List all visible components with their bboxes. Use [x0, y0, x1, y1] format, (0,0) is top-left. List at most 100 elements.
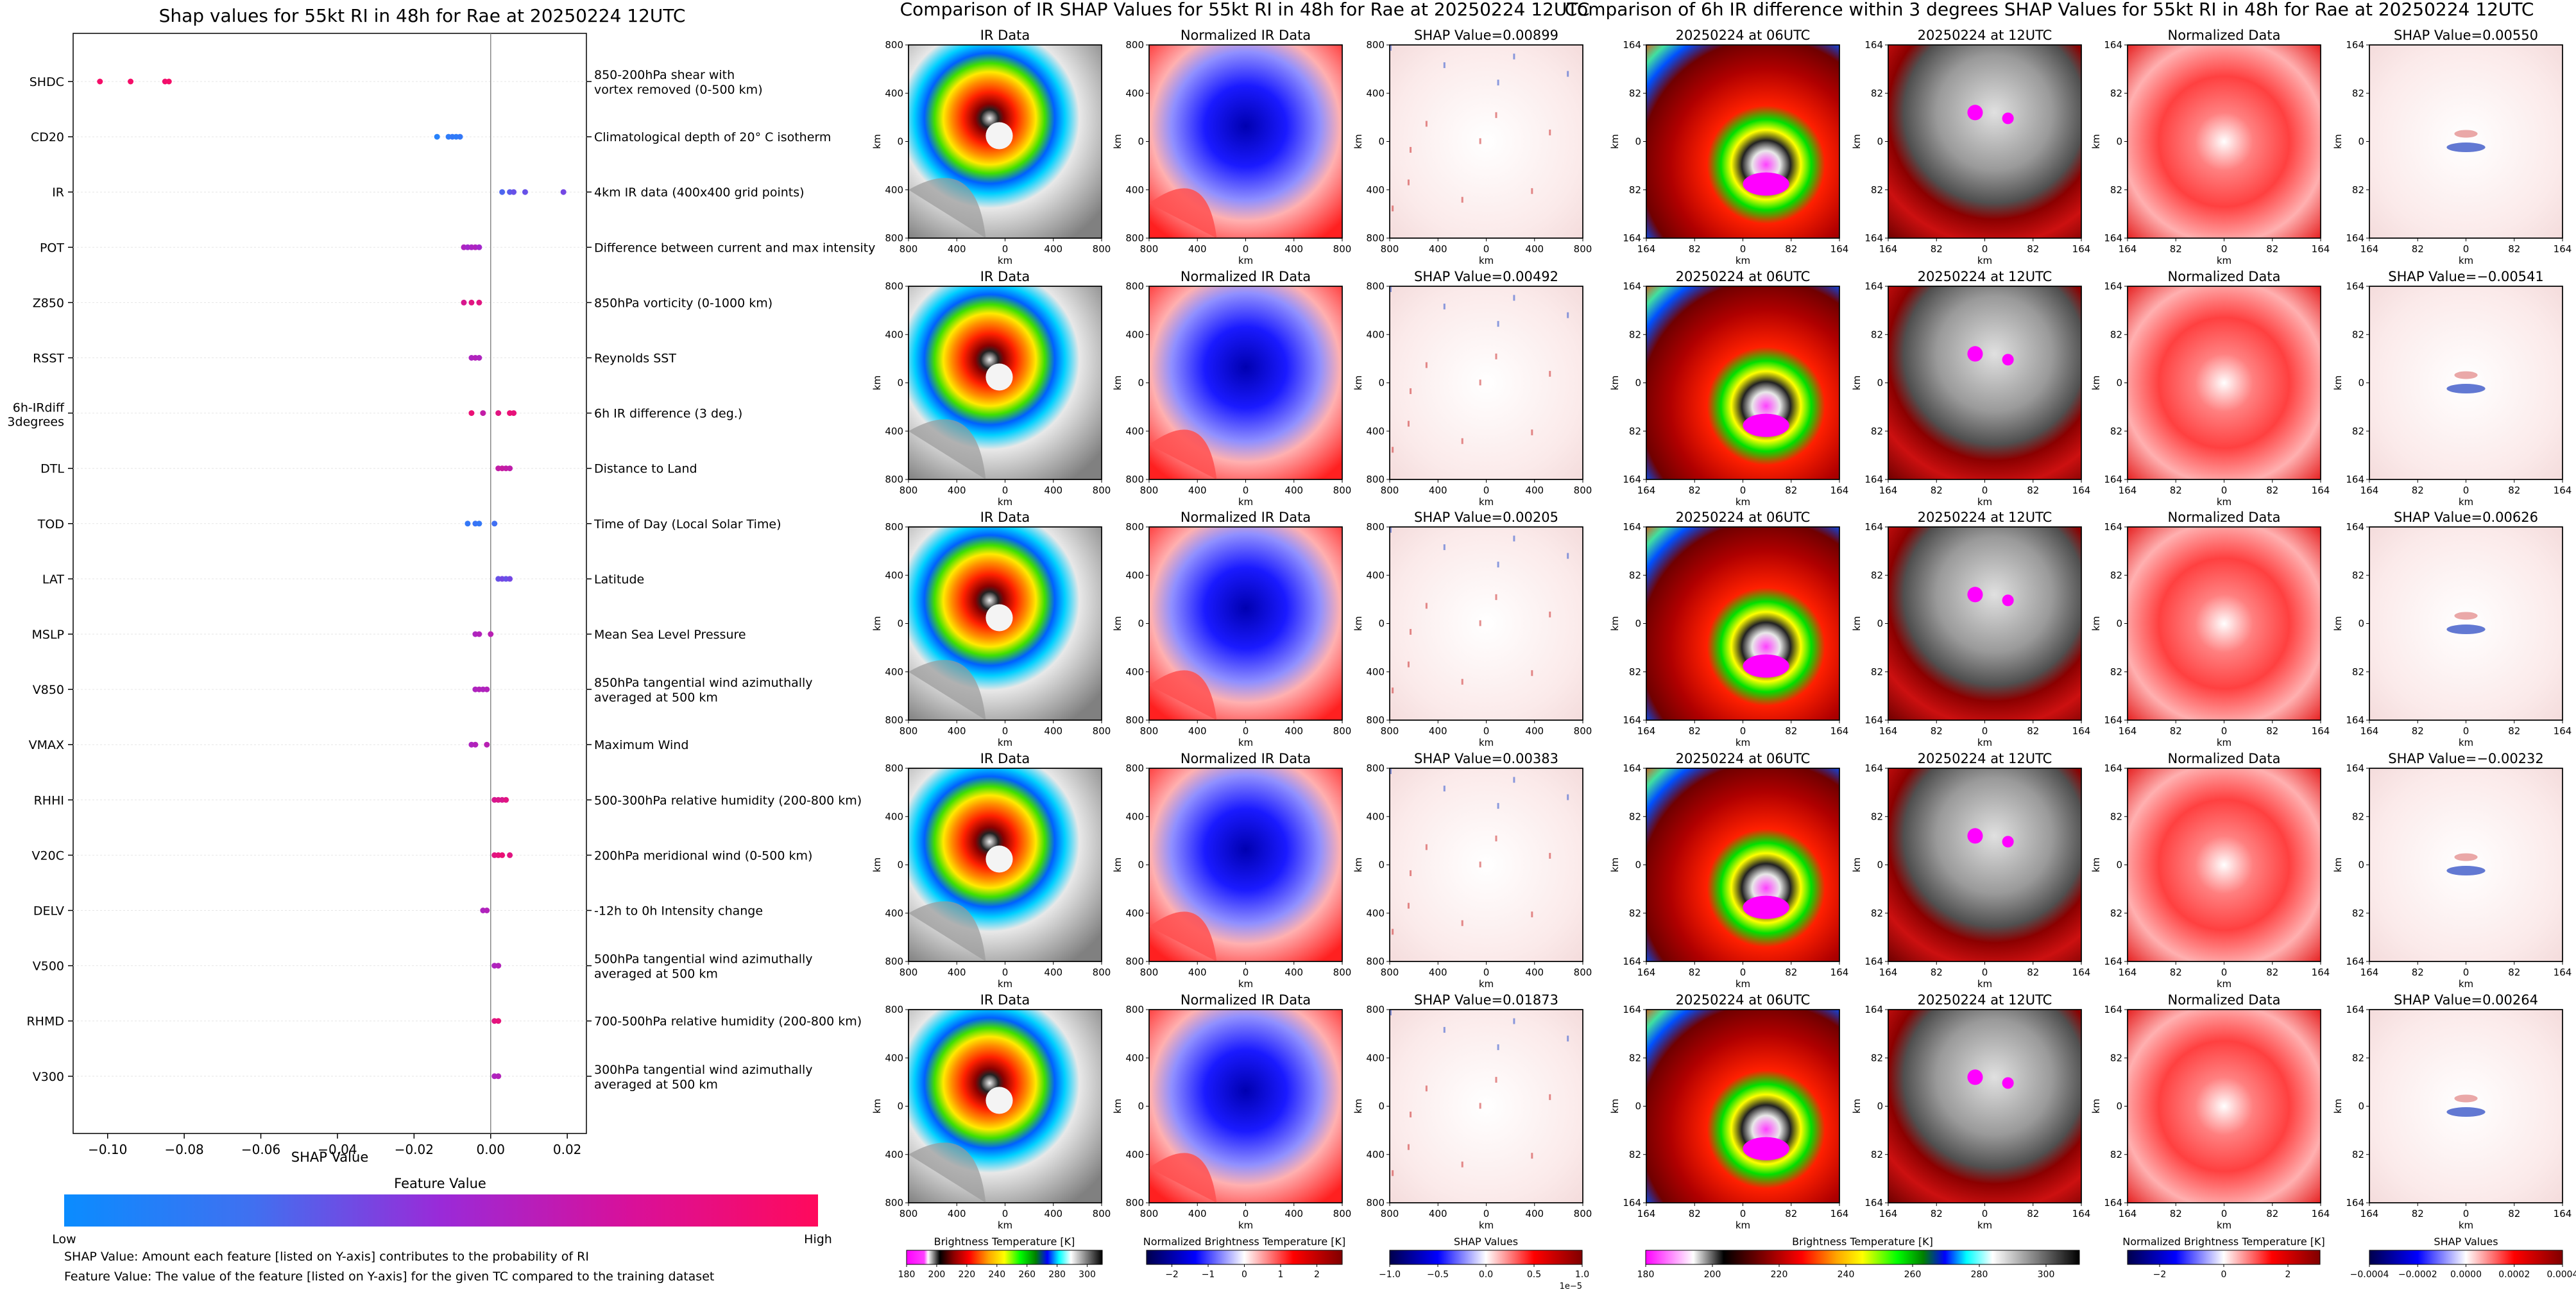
shap-speckle — [1462, 1162, 1463, 1167]
x-tick-label: 164 — [2554, 725, 2572, 737]
y-tick-label: 0 — [1635, 859, 1641, 871]
x-tick-label: 800 — [1333, 725, 1352, 737]
colorbar-tick-label: 2 — [1314, 1270, 1320, 1280]
x-tick-label: 82 — [2170, 243, 2182, 255]
x-tick-label: 0 — [1243, 725, 1249, 737]
x-axis-label: km — [2217, 255, 2231, 266]
y-tick-label: 400 — [885, 811, 903, 822]
y-tick-label: 82 — [2352, 426, 2364, 437]
panel-title: Normalized Data — [2168, 751, 2281, 766]
y-axis-label: km — [1851, 857, 1863, 872]
colorbar-tick-label: −0.5 — [1427, 1270, 1449, 1280]
y-tick-label: 164 — [2104, 474, 2122, 485]
x-tick-label: 400 — [1525, 725, 1544, 737]
y-tick-label: 0 — [2358, 377, 2364, 389]
heatmap-image — [1888, 45, 2081, 238]
x-tick-label: 400 — [1188, 725, 1207, 737]
y-tick-label: 400 — [885, 426, 903, 437]
y-tick-label: 82 — [1871, 329, 1883, 340]
x-tick-label: 800 — [1333, 1208, 1352, 1219]
feature-name: 6h-IRdiff — [13, 401, 65, 415]
shap-speckle — [1410, 870, 1412, 876]
shap-speckle — [1408, 662, 1410, 668]
y-tick-label: 400 — [1125, 87, 1144, 99]
feature-name: LAT — [42, 573, 65, 587]
shap-point — [434, 134, 440, 140]
shap-speckle — [1480, 379, 1481, 385]
x-tick-label: 164 — [1879, 1208, 1898, 1219]
y-tick-label: 0 — [897, 136, 903, 148]
y-tick-label: 82 — [1871, 666, 1883, 678]
y-tick-label: 400 — [1366, 426, 1385, 437]
y-tick-label: 164 — [2346, 521, 2364, 533]
x-tick-label: 800 — [900, 485, 918, 496]
colorbar — [1147, 1250, 1342, 1264]
x-tick-label: 0 — [1982, 967, 1988, 978]
shap-speckle — [1462, 920, 1463, 926]
y-tick-label: 164 — [1864, 474, 1883, 485]
shap-speckle — [1513, 54, 1515, 60]
y-tick-label: 0 — [1378, 377, 1385, 389]
feature-name: RHMD — [26, 1015, 64, 1029]
y-tick-label: 82 — [1871, 811, 1883, 822]
x-tick-label: 800 — [1333, 485, 1352, 496]
colorbar-tick-label: 2 — [2285, 1270, 2291, 1280]
x-tick-label: 82 — [1689, 485, 1701, 496]
panel-title: SHAP Value=0.00383 — [1414, 751, 1558, 766]
panel-title: SHAP Value=0.00205 — [1414, 510, 1558, 525]
shap-point — [488, 632, 493, 637]
x-axis-label: km — [2217, 978, 2231, 990]
x-tick-label: 400 — [1284, 485, 1303, 496]
y-tick-label: 0 — [1877, 1101, 1883, 1112]
y-tick-label: 400 — [1366, 1052, 1385, 1064]
x-tick-label: 82 — [2508, 243, 2520, 255]
x-tick-label: 164 — [1637, 485, 1656, 496]
panel-title: Normalized Data — [2168, 510, 2281, 525]
x-tick-label: 400 — [1284, 243, 1303, 255]
shap-speckle — [1549, 130, 1551, 135]
y-tick-label: 0 — [1138, 1101, 1144, 1112]
y-tick-label: 0 — [1635, 136, 1641, 148]
x-tick-label: 164 — [2072, 485, 2091, 496]
heatmap-image — [2369, 1010, 2563, 1203]
shap-point — [468, 410, 474, 416]
colorbar-tick-label: 0.0 — [1479, 1270, 1493, 1280]
y-tick-label: 164 — [2104, 280, 2122, 292]
y-tick-label: 164 — [1864, 956, 1883, 967]
x-tick-label: 82 — [1689, 967, 1701, 978]
y-tick-label: 400 — [885, 1149, 903, 1160]
feature-description: 850hPa vorticity (0-1000 km) — [594, 296, 772, 310]
x-axis-label: km — [1479, 255, 1494, 266]
y-tick-label: 400 — [885, 569, 903, 581]
x-tick-label: 800 — [1381, 967, 1399, 978]
x-tick-label: 164 — [1830, 967, 1849, 978]
x-tick-label: 400 — [1284, 725, 1303, 737]
x-tick-label: 0 — [1740, 725, 1746, 737]
y-axis-label: km — [2090, 375, 2102, 390]
x-axis-label: km — [998, 255, 1012, 266]
colorbar-tick-label: 220 — [1771, 1270, 1788, 1280]
x-tick-label: −0.02 — [395, 1142, 434, 1157]
y-tick-label: 400 — [1366, 569, 1385, 581]
6h-ir-difference-panel: Comparison of 6h IR difference within 3 … — [1565, 0, 2576, 1280]
x-tick-label: 0 — [2463, 243, 2469, 255]
colorbar-label: Normalized Brightness Temperature [K] — [2122, 1236, 2325, 1248]
panel-title: SHAP Value=0.00626 — [2394, 510, 2538, 525]
shap-speckle — [1495, 1077, 1497, 1083]
y-tick-label: 800 — [1366, 762, 1385, 774]
feature-description: 4km IR data (400x400 grid points) — [594, 185, 805, 200]
y-axis-label: km — [1851, 616, 1863, 631]
panel-title: IR Data — [980, 751, 1030, 766]
y-tick-label: 164 — [1864, 39, 1883, 51]
x-tick-label: 0 — [2463, 485, 2469, 496]
y-tick-label: 800 — [1366, 280, 1385, 292]
y-tick-label: 400 — [1366, 329, 1385, 340]
colorbar-tick-label: 240 — [988, 1270, 1005, 1280]
x-tick-label: 400 — [948, 243, 966, 255]
panel-title: 20250224 at 06UTC — [1676, 28, 1811, 43]
y-tick-label: 400 — [885, 87, 903, 99]
feature-description-line2: vortex removed (0-500 km) — [594, 83, 763, 97]
shap-point — [484, 687, 490, 693]
colorbar-tick-label: 260 — [1904, 1270, 1922, 1280]
